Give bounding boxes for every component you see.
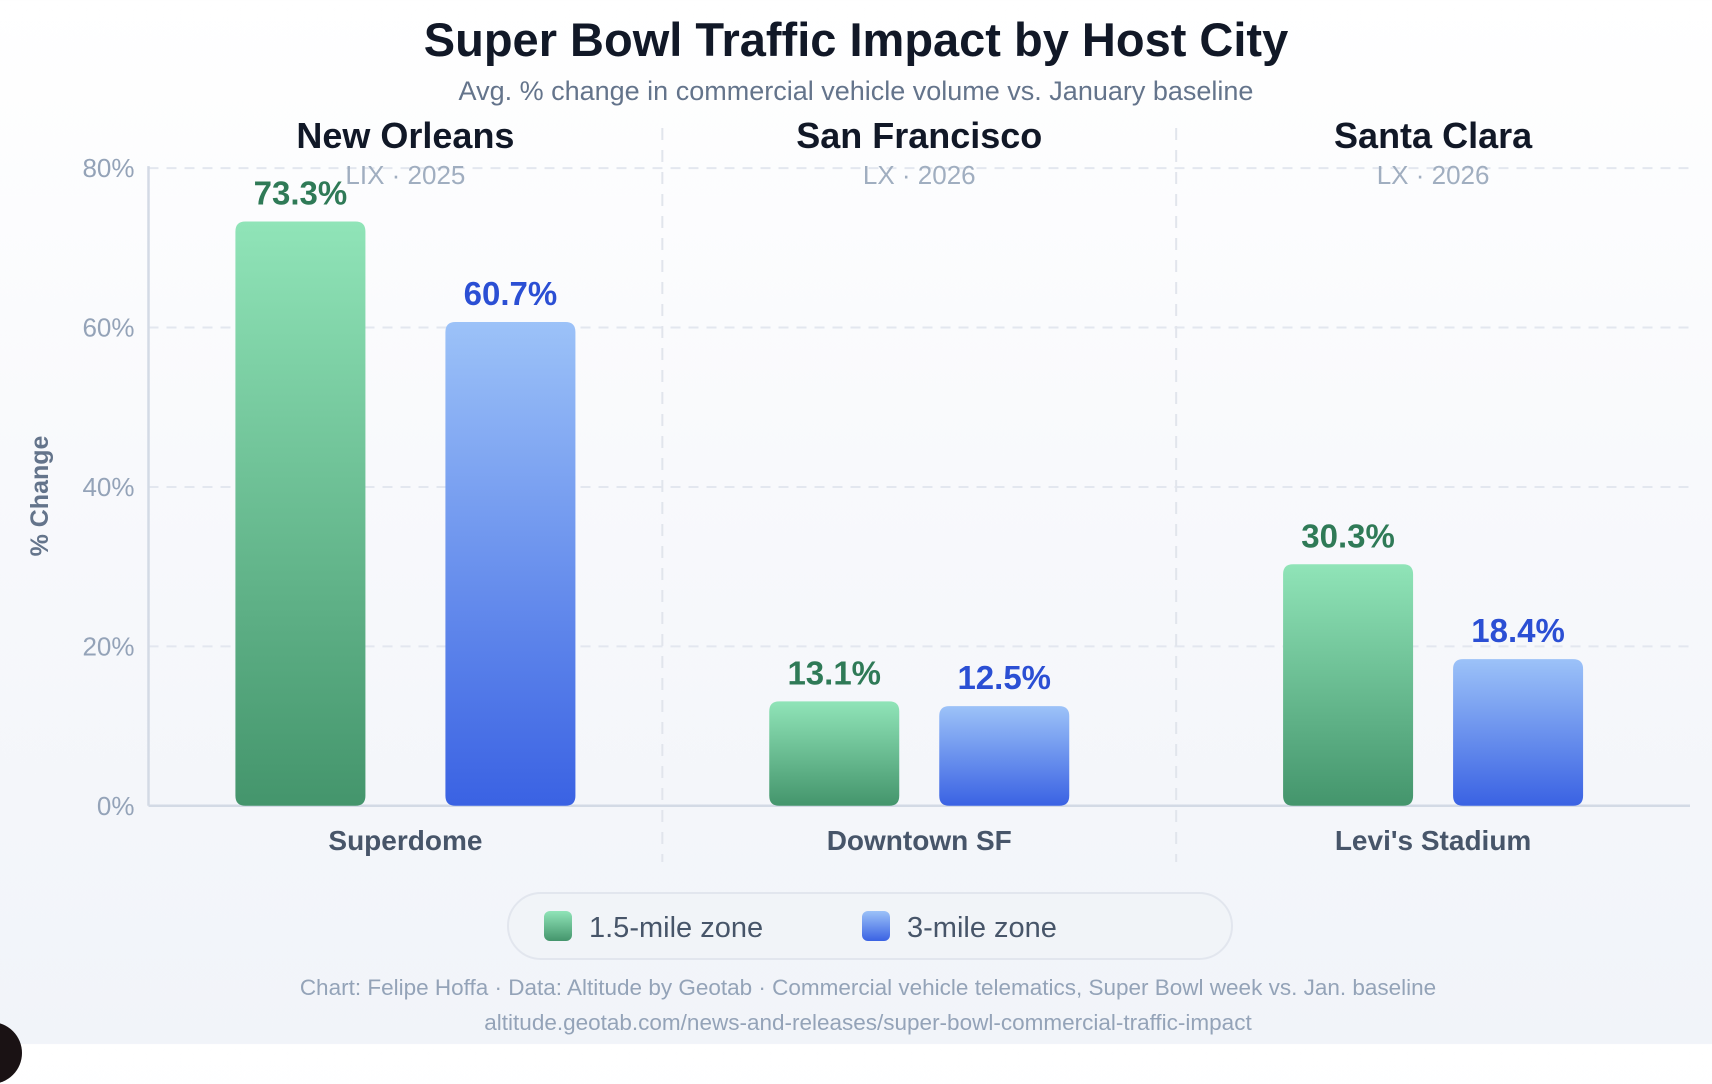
data-labels: Superdome 73.3% 60.7% Downtown SF 13.1% 12.5%…: [254, 175, 1565, 856]
x-category-label: Levi's Stadium: [1335, 825, 1532, 856]
y-tick-label: 20%: [82, 631, 134, 661]
chart-title: Super Bowl Traffic Impact by Host City: [424, 13, 1288, 66]
data-label: 73.3%: [254, 175, 348, 212]
y-tick-label: 0%: [97, 791, 135, 821]
group-event: LX · 2026: [1377, 160, 1490, 190]
legend-label-3-mile: 3-mile zone: [907, 912, 1057, 944]
group-headers: New Orleans LIX · 2025 San Francisco LX · 2…: [296, 115, 1533, 190]
data-label: 13.1%: [787, 654, 881, 691]
legend-label-1-5-mile: 1.5-mile zone: [589, 912, 763, 944]
data-label: 12.5%: [957, 659, 1051, 696]
bar-3-mile: [445, 321, 576, 806]
gridlines: [148, 167, 1690, 648]
bar-3-mile: [1453, 659, 1584, 806]
x-category-label: Downtown SF: [827, 825, 1012, 856]
legend-swatch-green: [544, 911, 572, 941]
bar-1-5-mile: [235, 221, 366, 806]
bar-1-5-mile: [769, 701, 900, 806]
y-axis-label: % Change: [26, 435, 54, 556]
chart: Super Bowl Traffic Impact by Host City A…: [26, 13, 1690, 1035]
footer-source-url[interactable]: altitude.geotab.com/news-and-releases/su…: [484, 1010, 1252, 1035]
bars: [235, 221, 1584, 806]
group-event: LX · 2026: [863, 160, 976, 190]
data-label: 60.7%: [464, 275, 558, 312]
group-title: Santa Clara: [1334, 115, 1533, 156]
y-tick-label: 80%: [82, 153, 134, 183]
group-title: New Orleans: [296, 115, 514, 156]
data-label: 30.3%: [1301, 517, 1395, 554]
legend-swatch-blue: [862, 911, 890, 941]
x-category-label: Superdome: [328, 825, 482, 856]
bar-3-mile: [939, 706, 1070, 806]
footer-credit: Chart: Felipe Hoffa · Data: Altitude by …: [300, 975, 1436, 1000]
legend: 1.5-mile zone 3-mile zone: [507, 892, 1233, 960]
group-title: San Francisco: [796, 115, 1042, 156]
data-label: 18.4%: [1471, 612, 1565, 649]
bar-1-5-mile: [1283, 564, 1414, 806]
y-tick-label: 60%: [82, 313, 134, 343]
group-dividers: [661, 128, 1178, 862]
axes: 0% 20% 40% 60% 80%: [82, 153, 1690, 821]
group-event: LIX · 2025: [345, 160, 465, 190]
y-tick-label: 40%: [82, 472, 134, 502]
chart-subtitle: Avg. % change in commercial vehicle volu…: [459, 76, 1254, 106]
